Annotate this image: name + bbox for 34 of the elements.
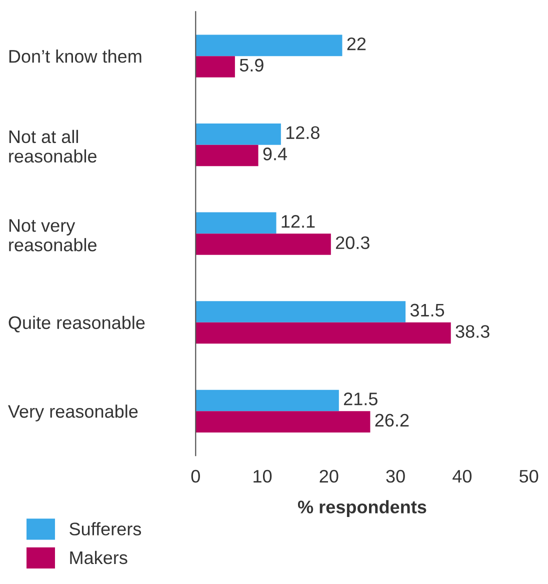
- x-tick-label: 20: [320, 470, 338, 483]
- data-label: 12.1: [282, 215, 315, 228]
- bar: [196, 124, 281, 145]
- data-label: 5.9: [240, 58, 264, 72]
- bar: [196, 301, 406, 322]
- bar: [196, 144, 258, 166]
- y-tick-label: Not very reasonable: [9, 219, 96, 252]
- bar: [196, 212, 276, 234]
- data-label: 21.5: [344, 392, 378, 406]
- y-tick-label: Not at all reasonable: [9, 130, 96, 163]
- data-label: 12.8: [286, 126, 320, 140]
- x-tick-label: 0: [191, 470, 200, 483]
- bar: [196, 234, 331, 255]
- bar: [196, 34, 342, 56]
- legend-label: Makers: [70, 550, 128, 564]
- data-label: 9.4: [263, 148, 288, 160]
- legend-label: Sufferers: [70, 522, 142, 536]
- bar: [196, 390, 339, 412]
- x-axis-title: % respondents: [298, 500, 426, 517]
- y-tick-label: Quite reasonable: [8, 316, 145, 332]
- bar: [196, 411, 370, 432]
- data-label: 38.3: [456, 325, 490, 338]
- bar: [196, 56, 235, 78]
- y-tick-label: Very reasonable: [8, 404, 138, 422]
- x-tick-label: 10: [254, 470, 272, 483]
- bar: [196, 322, 451, 344]
- x-tick-label: 30: [386, 470, 405, 483]
- data-label: 22: [347, 37, 366, 50]
- x-tick-label: 40: [452, 470, 472, 483]
- data-label: 20.3: [336, 236, 370, 250]
- data-label: 31.5: [410, 304, 444, 317]
- x-tick-label: 50: [520, 470, 538, 483]
- data-label: 26.2: [375, 414, 409, 427]
- y-tick-label: Don’t know them: [9, 50, 142, 63]
